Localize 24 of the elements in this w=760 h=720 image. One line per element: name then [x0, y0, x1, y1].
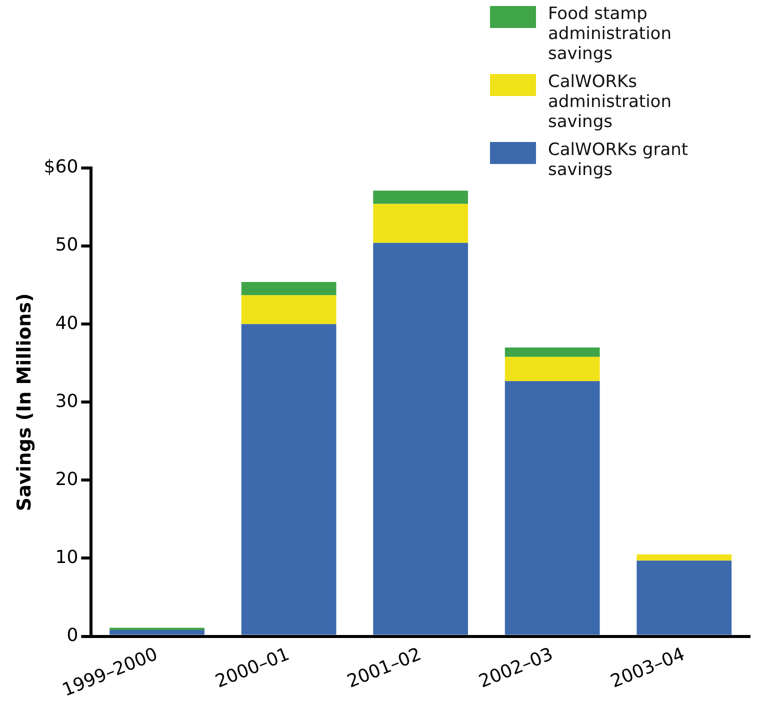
y-tick-label: 20 — [55, 468, 78, 490]
y-tick-label: 10 — [55, 546, 78, 568]
y-tick-label: $60 — [44, 156, 78, 178]
bar — [241, 282, 336, 296]
bar — [636, 560, 732, 635]
y-tick-label: 0 — [66, 624, 78, 646]
bar — [504, 381, 600, 635]
bar — [241, 295, 336, 324]
bar — [241, 324, 336, 635]
bar — [110, 630, 204, 635]
y-tick-label: 40 — [55, 312, 78, 334]
bar — [110, 628, 204, 630]
bar — [636, 554, 732, 561]
bar — [504, 356, 600, 382]
bar — [373, 190, 468, 204]
legend-label: CalWORKs administration savings — [548, 72, 672, 132]
y-axis-title: Savings (In Millions) — [13, 293, 36, 512]
y-tick-label: 30 — [55, 390, 78, 412]
bar — [373, 204, 468, 243]
y-tick-label: 50 — [55, 234, 78, 256]
legend-label: Food stamp administration savings — [548, 4, 672, 64]
legend-label: CalWORKs grant savings — [548, 140, 690, 180]
bar — [373, 242, 468, 635]
bar — [504, 348, 600, 357]
